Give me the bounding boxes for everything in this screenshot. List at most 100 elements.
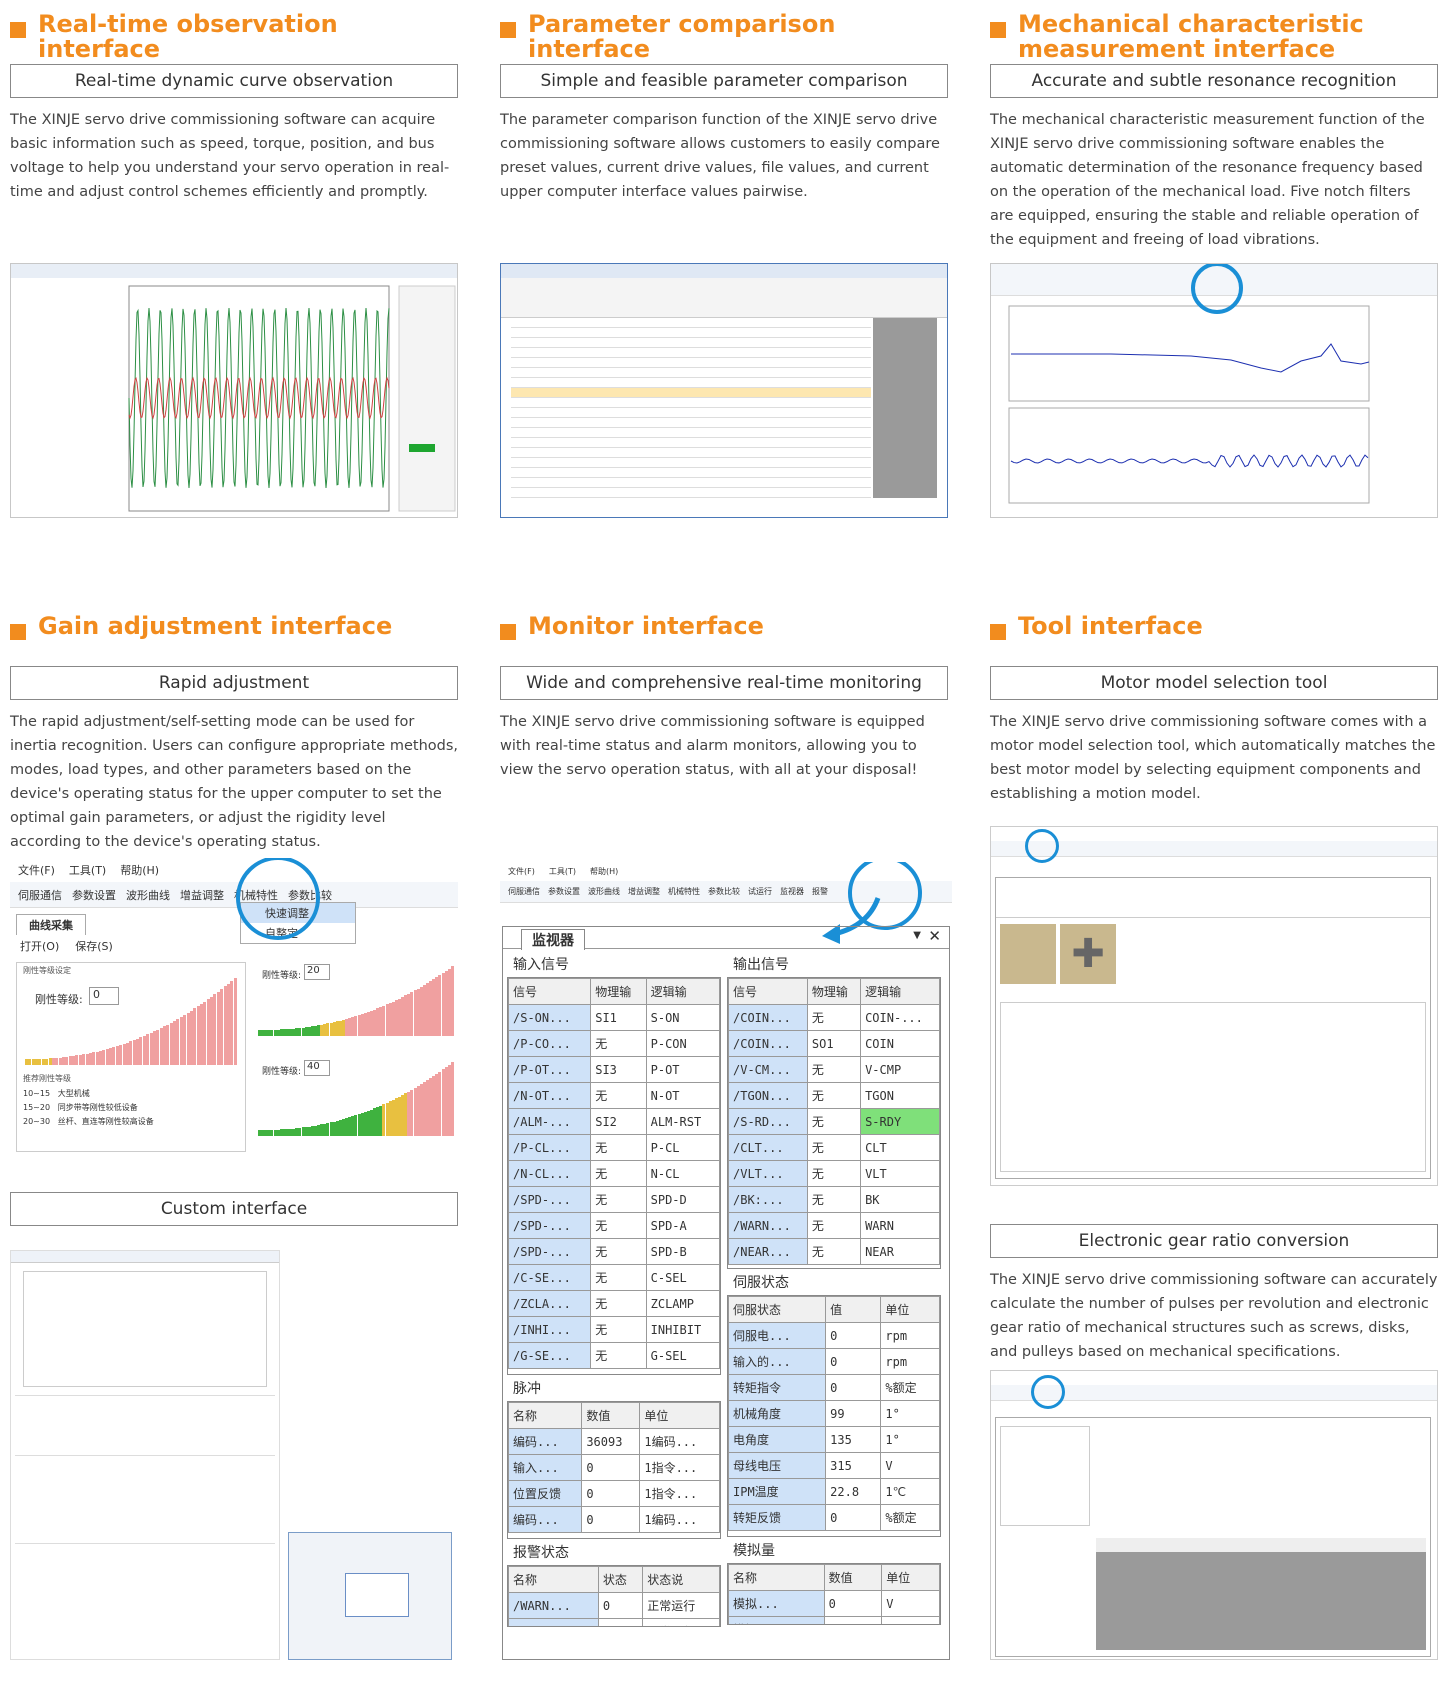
rigidity-bar: [422, 1082, 426, 1136]
toolbar-trial-run[interactable]: 试运行: [748, 887, 772, 896]
table-row[interactable]: 转矩指令 0 %额定: [728, 1374, 940, 1401]
toolbar-param-set[interactable]: 参数设置: [72, 888, 116, 902]
table-row[interactable]: /S-ON... SI1 S-ON: [508, 1004, 720, 1031]
toolbar-gain[interactable]: 增益调整: [628, 887, 660, 896]
menu-tools[interactable]: 工具(T): [548, 867, 576, 876]
input-cell: 无: [590, 1160, 647, 1187]
toolbar-servo-comm[interactable]: 伺服通信: [508, 887, 540, 896]
rigidity-bars-3: [258, 1058, 454, 1136]
add-component-icon[interactable]: ✚: [1060, 924, 1116, 984]
table-row[interactable]: IPM温度 22.8 1℃: [728, 1478, 940, 1505]
waveform-plot: [11, 264, 457, 512]
table-row[interactable]: /NEAR... 无 NEAR: [728, 1238, 940, 1265]
table-row[interactable]: /CLT... 无 CLT: [728, 1134, 940, 1161]
table-row[interactable]: /SPD-... 无 SPD-A: [508, 1212, 720, 1239]
param-compare-screenshot: [500, 263, 948, 518]
rigidity-input[interactable]: 0: [89, 987, 119, 1005]
rigidity-bar: [357, 1114, 361, 1136]
input-cell: /SPD-...: [508, 1212, 592, 1239]
table-row[interactable]: 电角度 135 1°: [728, 1426, 940, 1453]
close-icon[interactable]: ✕: [928, 927, 941, 945]
table-row[interactable]: 转矩反馈 0 %额定: [728, 1504, 940, 1531]
table-row[interactable]: /N-CL... 无 N-CL: [508, 1160, 720, 1187]
table-row[interactable]: 模拟...0V: [728, 1616, 940, 1624]
toolbar-waveform[interactable]: 波形曲线: [126, 888, 170, 902]
table-row[interactable]: 输入... 0 1指令...: [508, 1454, 720, 1481]
output-cell: /NEAR...: [728, 1238, 808, 1265]
servo-cell: 0: [825, 1374, 882, 1401]
section-subtitle: Real-time dynamic curve observation: [10, 64, 458, 98]
table-row[interactable]: /ALM-... SI2 ALM-RST: [508, 1108, 720, 1135]
menu-tools[interactable]: 工具(T): [68, 864, 107, 877]
monitor-tab[interactable]: 监视器: [521, 929, 585, 950]
table-row[interactable]: /N-OT... 无 N-OT: [508, 1082, 720, 1109]
rigidity-input-2[interactable]: 20: [304, 964, 330, 980]
table-row[interactable]: /P-CO... 无 P-CON: [508, 1030, 720, 1057]
rigidity-bar: [351, 1017, 355, 1036]
rigidity-bar: [304, 1027, 308, 1036]
table-row[interactable]: /S-RD... 无 S-RDY: [728, 1108, 940, 1135]
toolbar-alarm[interactable]: 报警: [812, 887, 828, 896]
rigidity-label-3: 刚性等级:: [262, 1067, 302, 1077]
motor-component[interactable]: [1000, 924, 1056, 984]
table-row[interactable]: /P-OT... SI3 P-OT: [508, 1056, 720, 1083]
table-row[interactable]: /TGON... 无 TGON: [728, 1082, 940, 1109]
tab-curve-collect[interactable]: 曲线采集: [16, 914, 86, 935]
open-button[interactable]: 打开(O): [20, 940, 60, 953]
table-row[interactable]: /BK:... 无 BK: [728, 1186, 940, 1213]
menu-file[interactable]: 文件(F): [508, 867, 535, 876]
pulse-cell: 1指令...: [639, 1480, 720, 1507]
bullet-square: [10, 624, 26, 640]
rigidity-bar: [304, 1127, 308, 1136]
toolbar-param-compare[interactable]: 参数比较: [708, 887, 740, 896]
table-row[interactable]: /P-CL... 无 P-CL: [508, 1134, 720, 1161]
table-row[interactable]: /V-CM... 无 V-CMP: [728, 1056, 940, 1083]
alarm-header: 状态: [597, 1566, 644, 1593]
table-row[interactable]: 位置反馈 0 1指令...: [508, 1480, 720, 1507]
table-row[interactable]: 伺服电... 0 rpm: [728, 1322, 940, 1349]
rigidity-bar: [307, 1126, 311, 1136]
rigidity-bar: [351, 1116, 355, 1136]
recommend-desc: 同步带等刚性较低设备: [57, 1103, 138, 1112]
rigidity-input-3[interactable]: 40: [304, 1060, 330, 1076]
output-cell: /COIN...: [728, 1030, 808, 1057]
table-row[interactable]: 母线电压 315 V: [728, 1452, 940, 1479]
menu-file[interactable]: 文件(F): [18, 864, 55, 877]
param-table: [511, 318, 871, 498]
toolbar-param-set[interactable]: 参数设置: [548, 887, 580, 896]
rigidity-bar: [289, 1128, 293, 1136]
alarm-cell: 正常运行: [642, 1618, 720, 1626]
table-row[interactable]: 输入的... 0 rpm: [728, 1348, 940, 1375]
rigidity-bar: [282, 1029, 286, 1036]
table-row[interactable]: 机械角度 99 1°: [728, 1400, 940, 1427]
table-row[interactable]: /WARN... 0 正常运行: [508, 1592, 720, 1619]
table-row[interactable]: /INHI... 无 INHIBIT: [508, 1316, 720, 1343]
rigidity-bar: [426, 982, 429, 1036]
rigidity-bar: [338, 1020, 342, 1036]
table-row[interactable]: 编码... 0 1编码...: [508, 1506, 720, 1533]
table-row[interactable]: /G-SE... 无 G-SEL: [508, 1342, 720, 1369]
table-row[interactable]: /COIN... 无 COIN-...: [728, 1004, 940, 1031]
table-row[interactable]: /SPD-... 无 SPD-D: [508, 1186, 720, 1213]
rigidity-bar: [279, 1129, 283, 1136]
toolbar-gain[interactable]: 增益调整: [180, 888, 224, 902]
table-row[interactable]: 编码... 36093 1编码...: [508, 1428, 720, 1455]
table-row[interactable]: /COIN... SO1 COIN: [728, 1030, 940, 1057]
toolbar-monitor[interactable]: 监视器: [780, 887, 804, 896]
toolbar-waveform[interactable]: 波形曲线: [588, 887, 620, 896]
toolbar-servo-comm[interactable]: 伺服通信: [18, 888, 62, 902]
dropdown-icon[interactable]: ▼: [913, 930, 921, 941]
table-row[interactable]: /WARN... 无 WARN: [728, 1212, 940, 1239]
rigidity-bar: [142, 1035, 146, 1065]
toolbar-mechanical[interactable]: 机械特性: [668, 887, 700, 896]
input-cell: /SPD-...: [508, 1186, 592, 1213]
table-row[interactable]: /ZCLA... 无 ZCLAMP: [508, 1290, 720, 1317]
save-button[interactable]: 保存(S): [75, 940, 113, 953]
table-row[interactable]: /SPD-... 无 SPD-B: [508, 1238, 720, 1265]
menu-help[interactable]: 帮助(H): [589, 867, 619, 876]
table-row[interactable]: /C-SE... 无 C-SEL: [508, 1264, 720, 1291]
table-row[interactable]: /VLT... 无 VLT: [728, 1160, 940, 1187]
menu-help[interactable]: 帮助(H): [120, 864, 160, 877]
